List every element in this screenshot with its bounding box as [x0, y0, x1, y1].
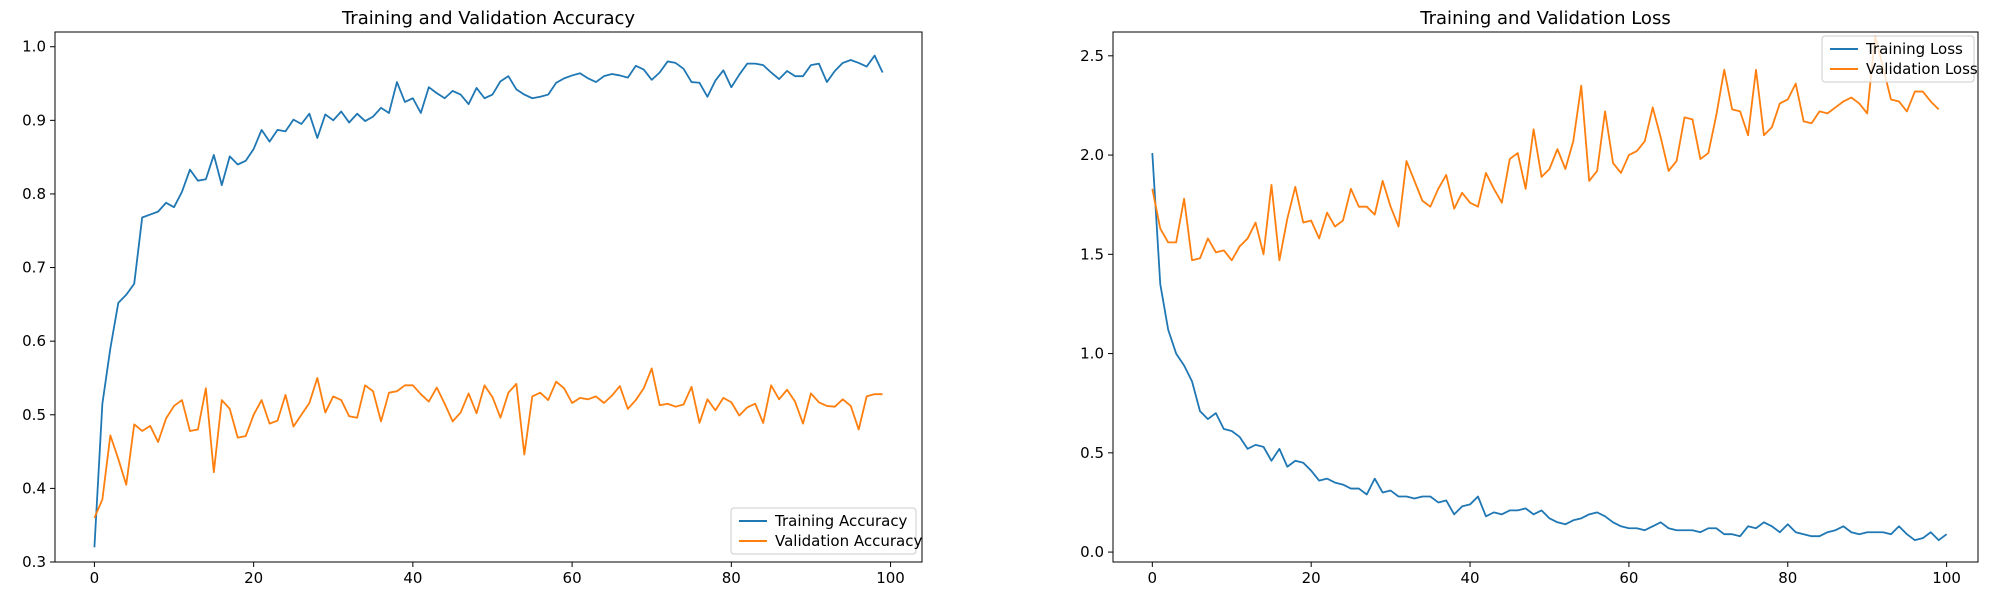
- accuracy-y-tick-label: 0.5: [22, 406, 46, 424]
- loss-y-tick-label: 2.5: [1080, 47, 1104, 65]
- loss-y-tick-label: 1.0: [1080, 345, 1104, 363]
- loss-x-tick-label: 40: [1460, 569, 1479, 587]
- legend-label-training-accuracy: Training Accuracy: [774, 512, 908, 530]
- accuracy-x-tick-label: 100: [876, 569, 905, 587]
- accuracy-y-tick-label: 0.4: [22, 479, 46, 497]
- accuracy-y-tick-label: 0.7: [22, 259, 46, 277]
- accuracy-plot-area: 0 20 40 60 80 100 0.3 0.4 0.5 0.6 0.7 0.8 0.9 1.0: [22, 31, 923, 587]
- loss-axes-frame: [1112, 31, 1979, 563]
- accuracy-x-tick-label: 40: [403, 569, 422, 587]
- loss-y-tick-label: 0.0: [1080, 543, 1104, 561]
- accuracy-axes-frame: [54, 31, 923, 563]
- accuracy-series-line-training-accuracy: [93, 54, 884, 548]
- loss-y-tick-label: 2.0: [1080, 146, 1104, 164]
- loss-x-tick-label: 80: [1778, 569, 1797, 587]
- loss-legend: Training Loss Validation Loss: [1821, 35, 1978, 83]
- accuracy-x-tick-label: 60: [563, 569, 582, 587]
- loss-chart-title: Training and Validation Loss: [1419, 8, 1670, 29]
- legend-label-validation-accuracy: Validation Accuracy: [775, 532, 922, 550]
- accuracy-y-tick-label: 1.0: [22, 38, 46, 56]
- legend-label-validation-loss: Validation Loss: [1866, 60, 1978, 78]
- accuracy-legend-box: [730, 507, 917, 555]
- accuracy-x-tick-label: 0: [90, 569, 100, 587]
- loss-x-tick-label: 100: [1932, 569, 1961, 587]
- loss-y-tick-label: 0.5: [1080, 444, 1104, 462]
- loss-x-tick-label: 20: [1302, 569, 1321, 587]
- accuracy-chart-title: Training and Validation Accuracy: [341, 8, 635, 29]
- legend-label-training-loss: Training Loss: [1865, 40, 1963, 58]
- loss-legend-box: [1821, 35, 1975, 83]
- accuracy-y-tick-label: 0.9: [22, 111, 46, 129]
- loss-y-tick-label: 1.5: [1080, 245, 1104, 263]
- accuracy-x-tick-label: 20: [244, 569, 263, 587]
- accuracy-y-tick-label: 0.3: [22, 553, 46, 571]
- loss-series-line-validation-loss: [1151, 35, 1940, 262]
- accuracy-y-tick-label: 0.8: [22, 185, 46, 203]
- accuracy-y-tick-label: 0.6: [22, 332, 46, 350]
- accuracy-series-line-validation-accuracy: [93, 367, 883, 519]
- accuracy-legend: Training Accuracy Validation Accuracy: [730, 507, 922, 555]
- accuracy-x-tick-label: 80: [722, 569, 741, 587]
- loss-x-tick-label: 60: [1619, 569, 1638, 587]
- accuracy-chart: Training and Validation Accuracy 0 20 40 60…: [22, 8, 923, 587]
- loss-plot-area: 0 20 40 60 80 100 0.0 0.5 1.0 1.5 2.0 2.5: [1080, 31, 1979, 587]
- loss-x-tick-label: 0: [1148, 569, 1158, 587]
- loss-series-line-training-loss: [1151, 153, 1948, 542]
- loss-chart: Training and Validation Loss 0 20 40 60 80 10…: [1080, 8, 1979, 587]
